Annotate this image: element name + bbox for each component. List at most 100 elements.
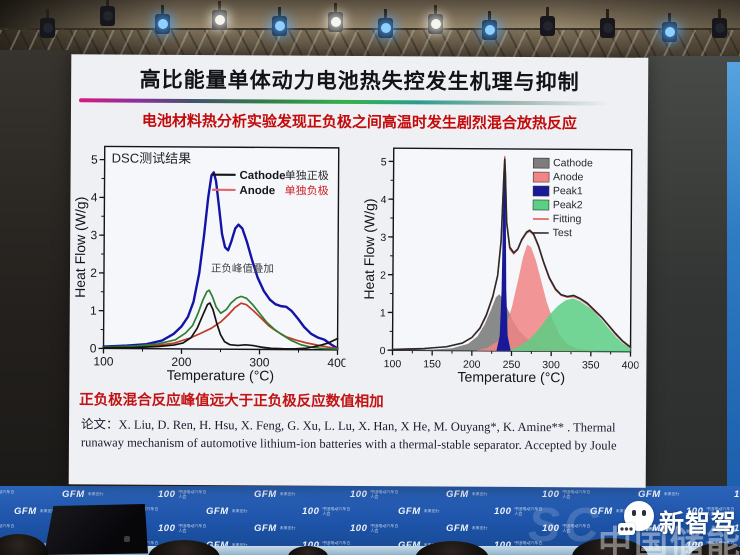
logo-subtext: 中国电动汽车百人会 — [178, 523, 207, 533]
logo-subtext: 中国电动汽车百人会 — [562, 523, 591, 533]
logo-mark: GFM — [638, 489, 661, 500]
dsc-mixed-chart: 100 200 300 400 0 1 2 3 4 5 Temperature (°C) Heat F… — [73, 138, 347, 388]
stage-light — [212, 1, 227, 30]
logo-subtext: 未来出行 — [279, 492, 296, 497]
logo-mark: 100 — [542, 523, 560, 534]
paper-citation: 论文：X. Liu, D. Ren, H. Hsu, X. Feng, G. X… — [81, 416, 634, 454]
x-tick-label: 200 — [463, 359, 481, 371]
logo-mark: 100 — [542, 489, 560, 500]
y-tick-label: 1 — [380, 307, 386, 319]
logo-mark: 100 — [350, 523, 368, 534]
logo-mark: 100 — [350, 489, 368, 500]
x-tick-label: 400 — [622, 360, 640, 372]
annotation: 正负峰值叠加 — [211, 262, 274, 275]
logo-mark: GFM — [446, 523, 469, 534]
stage-light — [600, 9, 615, 38]
logo-subtext: 未来出行 — [471, 492, 488, 497]
logo-subtext: 中国电动汽车百人会 — [178, 489, 207, 499]
stage-light — [428, 5, 443, 34]
peak-fitting-chart-svg: 100 150 200 250 300 350 400 0 1 2 3 4 5 Temperature (… — [362, 147, 640, 386]
slide-subtitle: 电池材料热分析实验发现正负极之间高温时发生剧烈混合放热反应 — [141, 112, 577, 133]
logo-mark: GFM — [254, 489, 277, 500]
logo-mark: 100 — [734, 523, 740, 534]
y-axis-label: Heat Flow (W/g) — [73, 197, 88, 298]
series-line-sum-superposed — [102, 289, 339, 350]
series-line-test — [391, 158, 632, 351]
x-tick-label: 250 — [503, 359, 521, 371]
logo-subtext: 未来出行 — [231, 509, 248, 514]
audience-head — [288, 546, 328, 555]
legend-label: Test — [553, 227, 572, 239]
legend-swatch — [532, 185, 550, 197]
robot-chin-icon — [618, 523, 635, 535]
legend-swatch — [532, 199, 550, 211]
escn-letters-watermark: SC — [528, 499, 603, 552]
logo-mark: 100 — [302, 540, 319, 551]
logo-subtext: 中国电动汽车百人会 — [706, 506, 735, 516]
logo-subtext: 未来出行 — [663, 526, 680, 531]
blue-side-screen — [727, 62, 740, 487]
stage-light — [540, 7, 555, 36]
speaker-logo-dot — [124, 536, 130, 542]
y-axis-label: Heat Flow (W/g) — [362, 198, 377, 299]
dark-right-band — [646, 56, 740, 487]
floor-strip — [0, 546, 740, 555]
audience-head — [688, 543, 740, 555]
legend-label: Anode — [553, 171, 584, 183]
logo-mark: GFM — [398, 540, 421, 551]
y-tick-label: 3 — [380, 232, 386, 244]
citation-label: 论文： — [81, 417, 119, 432]
legend-label: Cathode — [239, 170, 285, 182]
logo-subtext: 未来出行 — [39, 509, 56, 514]
logo-mark: GFM — [398, 506, 421, 517]
legend-label: Anode — [239, 185, 275, 197]
logo-mark: GFM — [638, 523, 661, 534]
logo-mark: 100 — [302, 506, 320, 517]
logo-mark: GFM — [446, 489, 469, 500]
legend-swatch — [532, 157, 550, 169]
logo-mark: 100 — [158, 489, 176, 500]
logo-subtext: 未来出行 — [87, 492, 104, 497]
y-tick-label: 4 — [381, 194, 387, 206]
conclusion-note: 正负极混合反应峰值远大于正负极反应数值相加 — [79, 392, 384, 411]
stage-light — [378, 9, 393, 38]
logo-mark: 100 — [734, 489, 740, 500]
speaker-box — [44, 504, 148, 555]
presentation-slide: 高比能量单体动力电池热失控发生机理与抑制 电池材料热分析实验发现正负极之间高温时… — [68, 54, 649, 488]
logo-mark: 100 — [494, 540, 511, 551]
x-tick-label: 150 — [423, 358, 441, 370]
series-area-peak1 — [496, 163, 511, 351]
x-axis-label: Temperature (°C) — [458, 369, 566, 386]
y-tick-label: 2 — [90, 266, 97, 280]
logo-subtext: 中国电动汽车百人会 — [322, 506, 351, 516]
xinzhijia-robot-icon — [618, 501, 654, 535]
legend-swatch — [532, 171, 550, 183]
y-tick-label: 5 — [91, 153, 98, 167]
logo-subtext: 未来出行 — [663, 492, 680, 497]
logo-subtext: 未来出行 — [232, 543, 248, 548]
logo-subtext: 中国电动汽车百人会 — [370, 489, 399, 499]
legend-label: Peak1 — [553, 185, 583, 197]
logo-mark: 100 — [494, 506, 512, 517]
logo-subtext: 中国电动汽车百人会 — [562, 489, 591, 499]
logo-subtext: 未来出行 — [279, 526, 296, 531]
y-tick-label: 5 — [381, 156, 387, 168]
series-line-anode-alone — [102, 302, 339, 350]
dsc-mixed-chart-svg: 100 200 300 400 0 1 2 3 4 5 Temperature (°C) Heat F… — [73, 145, 347, 383]
x-tick-label: 100 — [93, 354, 113, 368]
page-title: 高比能量单体动力电池热失控发生机理与抑制 — [139, 68, 580, 95]
logo-mark: 100 — [686, 506, 704, 517]
